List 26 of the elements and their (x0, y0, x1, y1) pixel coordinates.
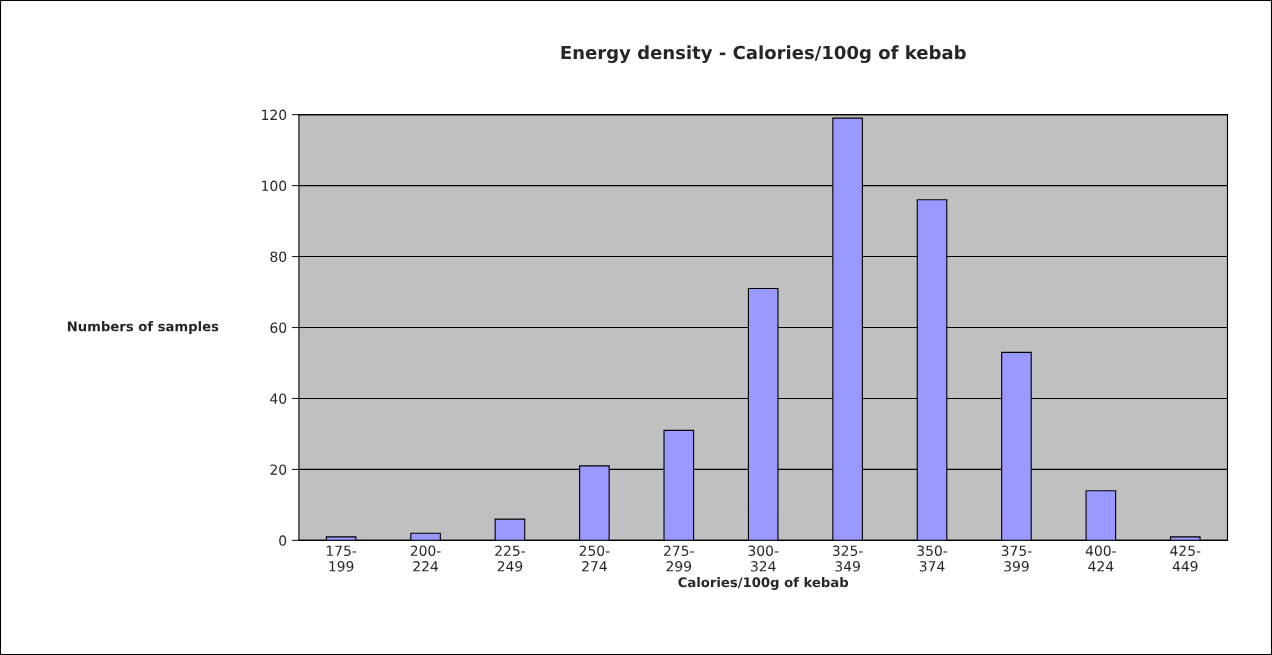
y-tick-label: 80 (270, 251, 287, 263)
bar (494, 518, 526, 541)
bar (410, 532, 441, 541)
bar (1085, 490, 1117, 541)
x-tick-label: 375- 399 (1001, 545, 1032, 572)
bar (1169, 536, 1201, 541)
x-tick-label: 300- 324 (748, 545, 779, 572)
x-tick-label: 350- 374 (917, 545, 948, 572)
x-tick-label: 175- 199 (326, 545, 357, 572)
x-tick-label: 400- 424 (1085, 545, 1116, 572)
x-tick-label: 225- 249 (495, 545, 526, 572)
x-tick-label: 275- 299 (664, 545, 694, 572)
y-tick-label: 20 (270, 464, 287, 475)
bar (325, 536, 357, 541)
y-tick-label: 40 (270, 393, 287, 404)
y-tick-label: 0 (279, 535, 287, 546)
x-tick-label: 425- 449 (1170, 545, 1201, 572)
y-tick-label: 100 (262, 180, 287, 192)
x-axis-title: Calories/100g of kebab (678, 577, 849, 590)
x-tick-label: 250- 274 (579, 545, 610, 572)
chart-title: Energy density - Calories/100g of kebab (561, 45, 966, 63)
y-tick-label: 120 (262, 109, 287, 121)
y-tick-label: 60 (270, 322, 287, 333)
y-axis-title: Numbers of samples (67, 321, 219, 334)
x-tick-label: 325- 349 (832, 545, 863, 572)
x-tick-label: 200- 224 (410, 545, 441, 572)
